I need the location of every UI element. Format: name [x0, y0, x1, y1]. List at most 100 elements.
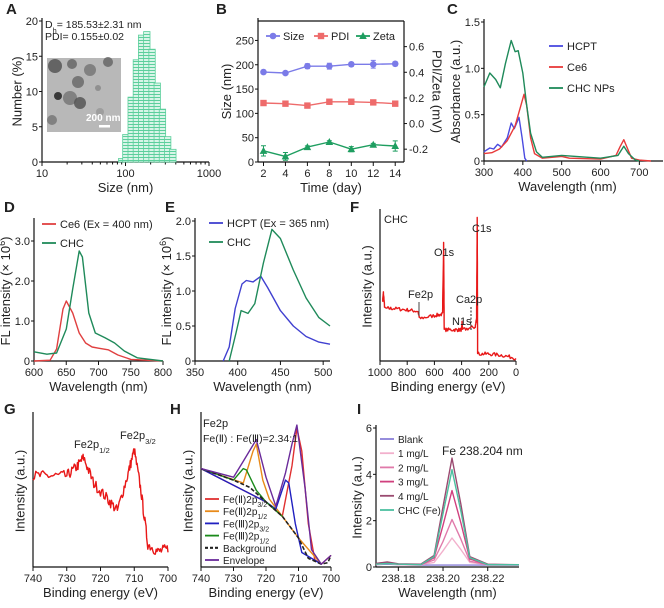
legend-item: Size [266, 31, 304, 43]
legend-item: 1 mg/L [380, 449, 429, 460]
y2-tick-label: 0.6 [409, 42, 424, 54]
y-tick-label: 1.0 [15, 316, 30, 328]
data-point [260, 68, 267, 76]
y-axis-label: Intensity (a.u.) [181, 450, 196, 532]
data-point [391, 60, 399, 68]
legend-label: 1 mg/L [398, 449, 429, 460]
legend-item: Fe(Ⅲ)2p1/2 [205, 532, 269, 545]
data-point [260, 99, 267, 107]
annotation: PDI= 0.155±0.02 [45, 31, 124, 43]
series-line [200, 467, 332, 565]
x-tick-label: 730 [58, 573, 76, 585]
panel-label: A [6, 1, 17, 18]
x-tick-label: 700 [89, 367, 107, 379]
legend-label: Background [223, 544, 276, 555]
legend-label: Blank [398, 435, 424, 446]
y-axis-label: Intensity (a.u.) [13, 450, 28, 532]
legend-label: Fe(Ⅱ)2p1/2 [223, 507, 267, 521]
data-point [348, 98, 355, 105]
data-point [392, 100, 399, 107]
series-1 [260, 98, 399, 109]
annotation: N1s [452, 316, 472, 328]
y-tick-label: 1.5 [465, 17, 480, 29]
x-tick-label: 2 [260, 168, 266, 180]
series-1 [375, 537, 519, 566]
y-tick-label: 1.0 [176, 286, 191, 298]
y2-tick-label: 0.0 [409, 119, 424, 131]
series-line [382, 216, 517, 361]
y-tick-label: 0 [185, 356, 191, 368]
x-tick-label: 450 [271, 367, 289, 379]
legend-item: HCPT [549, 41, 597, 53]
y-tick-label: 50 [242, 133, 254, 145]
legend-item: Background [205, 544, 276, 555]
series-5 [200, 424, 332, 565]
legend-item: Ce6 [549, 62, 587, 74]
x-tick-label: 400 [229, 367, 247, 379]
data-point [370, 99, 377, 106]
x-tick-label: 238.22 [471, 573, 505, 585]
y-tick-label: 0 [248, 157, 254, 169]
x-axis-label: Wavelength (nm) [49, 379, 148, 394]
legend-label: Zeta [373, 31, 396, 43]
legend-item: Ce6 (Ex = 400 nm) [42, 219, 153, 231]
y-tick-label: 150 [236, 84, 254, 96]
legend-label: CHC [60, 238, 84, 250]
y-tick-label: 100 [236, 108, 254, 120]
legend-label: Envelope [223, 556, 265, 567]
x-tick-label: 1000 [197, 168, 221, 180]
x-axis-label: Wavelength (nm) [518, 179, 617, 194]
panel-label: C [447, 1, 458, 18]
annotation: Fe2p [203, 418, 228, 430]
annotation: Fe2p1/2 [74, 439, 110, 455]
y2-axis-label: PDI/Zeta (mV) [429, 50, 444, 133]
y2-tick-label: 0.2 [409, 93, 424, 105]
x-tick-label: 200 [480, 367, 498, 379]
legend-item: 3 mg/L [380, 478, 429, 489]
series-0 [382, 216, 517, 361]
y-tick-label: 5 [32, 122, 38, 134]
legend-item: CHC NPs [549, 83, 615, 95]
y-tick-label: 0 [474, 156, 480, 168]
data-point [359, 32, 367, 39]
x-tick-label: 700 [159, 573, 177, 585]
panel-f: F 1000 800 600 400 200 0 Binding energy (eV) Int… [350, 199, 519, 394]
series-line [33, 300, 164, 362]
panel-e: E 350 400 450 500 0 0.5 1.0 1.5 2.0 Wavelength (nm… [158, 199, 332, 394]
data-point [304, 102, 311, 109]
x-tick-label: 1000 [368, 367, 392, 379]
series-1 [200, 443, 322, 565]
x-tick-label: 6 [304, 168, 310, 180]
legend-item: HCPT (Ex = 365 nm) [209, 218, 329, 230]
y-tick-label: 1.0 [465, 63, 480, 75]
data-point [348, 60, 355, 68]
panel-label: E [165, 199, 175, 216]
legend-label: Fe(Ⅱ)2p3/2 [223, 495, 267, 509]
annotation: Fe2p3/2 [120, 430, 156, 446]
legend-label: Ce6 (Ex = 400 nm) [60, 219, 153, 231]
y-tick-label: 250 [236, 35, 254, 47]
y-tick-label: 0.5 [465, 110, 480, 122]
legend-label: 4 mg/L [398, 492, 429, 503]
x-axis-label: Binding energy (eV) [391, 379, 506, 394]
series-line [483, 39, 640, 162]
data-point [281, 152, 290, 160]
x-tick-label: 10 [36, 168, 48, 180]
legend-item: 2 mg/L [380, 463, 429, 474]
series-line [375, 518, 519, 566]
x-axis-label: Binding energy (eV) [43, 585, 158, 600]
scale-bar [99, 125, 110, 128]
series-1 [483, 93, 652, 162]
y-tick-label: 4 [366, 469, 372, 481]
x-tick-label: 720 [257, 573, 275, 585]
data-point [282, 100, 289, 107]
legend-item: Zeta [356, 31, 396, 43]
legend-item: Blank [380, 435, 424, 446]
legend-item: PDI [314, 31, 349, 43]
annotation: C1s [472, 223, 492, 235]
x-tick-label: 600 [591, 167, 609, 179]
series-1 [228, 228, 331, 362]
x-tick-label: 14 [389, 168, 401, 180]
y-tick-label: 0 [366, 562, 372, 574]
x-tick-label: 800 [154, 367, 172, 379]
